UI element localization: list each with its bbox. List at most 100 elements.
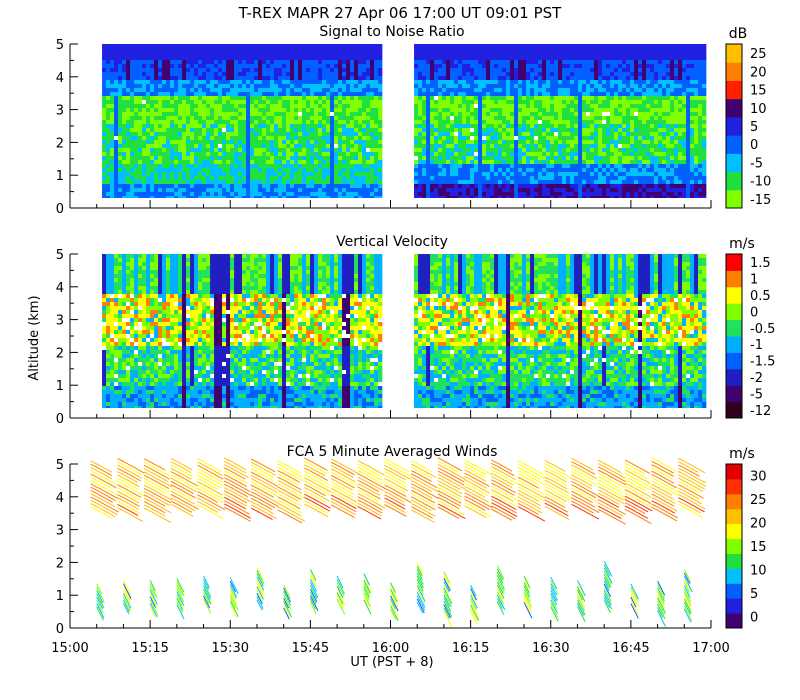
heatmap-cell	[226, 176, 231, 181]
heatmap-cell	[486, 76, 491, 81]
heatmap-cell	[614, 140, 619, 145]
heatmap-cell	[222, 124, 227, 129]
heatmap-cell	[502, 188, 507, 193]
heatmap-cell	[514, 48, 519, 53]
heatmap-cell	[570, 188, 575, 193]
heatmap-cell	[138, 120, 143, 125]
heatmap-cell	[230, 112, 235, 117]
heatmap-cell	[474, 188, 479, 193]
heatmap-cell	[530, 104, 535, 109]
heatmap-cell	[318, 100, 323, 105]
heatmap-cell	[602, 124, 607, 129]
heatmap-cell	[374, 84, 379, 89]
heatmap-cell	[622, 176, 627, 181]
heatmap-cell	[198, 164, 203, 169]
heatmap-cell	[478, 128, 483, 133]
heatmap-cell	[634, 156, 639, 161]
heatmap-cell	[110, 100, 115, 105]
heatmap-cell	[246, 56, 251, 61]
heatmap-cell	[270, 112, 275, 117]
heatmap-cell	[130, 140, 135, 145]
heatmap-cell	[166, 76, 171, 81]
heatmap-cell	[630, 120, 635, 125]
heatmap-cell	[142, 124, 147, 129]
heatmap-cell	[258, 196, 263, 198]
heatmap-cell	[638, 140, 643, 145]
heatmap-cell	[350, 44, 355, 49]
heatmap-cell	[346, 196, 351, 198]
heatmap-cell	[118, 108, 123, 113]
heatmap-cell	[586, 88, 591, 93]
heatmap-cell	[426, 164, 431, 169]
heatmap-cell	[486, 136, 491, 141]
heatmap-cell	[526, 136, 531, 141]
heatmap-cell	[486, 100, 491, 105]
heatmap-cell	[326, 164, 331, 169]
heatmap-cell	[614, 68, 619, 73]
heatmap-cell	[198, 184, 203, 189]
heatmap-cell	[242, 132, 247, 137]
heatmap-cell	[586, 52, 591, 57]
heatmap-cell	[230, 100, 235, 105]
heatmap-cell	[594, 148, 599, 153]
heatmap-cell	[330, 44, 335, 49]
heatmap-cell	[314, 140, 319, 145]
heatmap-cell	[134, 188, 139, 193]
heatmap-cell	[458, 172, 463, 177]
heatmap-cell	[186, 104, 191, 109]
heatmap-cell	[550, 192, 555, 197]
heatmap-cell	[354, 92, 359, 97]
heatmap-cell	[442, 168, 447, 173]
heatmap-cell	[178, 124, 183, 129]
heatmap-cell	[326, 124, 331, 129]
heatmap-cell	[454, 156, 459, 161]
heatmap-cell	[342, 168, 347, 173]
heatmap-cell	[426, 92, 431, 97]
heatmap-cell	[218, 144, 223, 149]
heatmap-cell	[354, 52, 359, 57]
heatmap-cell	[266, 172, 271, 177]
heatmap-cell	[234, 52, 239, 57]
heatmap-cell	[494, 136, 499, 141]
heatmap-cell	[586, 124, 591, 129]
heatmap-cell	[374, 188, 379, 193]
heatmap-cell	[154, 60, 159, 65]
heatmap-cell	[318, 108, 323, 113]
heatmap-cell	[190, 196, 195, 198]
heatmap-cell	[506, 64, 511, 69]
heatmap-cell	[362, 164, 367, 169]
heatmap-cell	[346, 108, 351, 113]
heatmap-cell	[446, 44, 451, 49]
heatmap-cell	[202, 148, 207, 153]
heatmap-cell	[126, 120, 131, 125]
heatmap-cell	[162, 144, 167, 149]
heatmap-cell	[462, 56, 467, 61]
heatmap-cell	[326, 48, 331, 53]
heatmap-cell	[450, 168, 455, 173]
heatmap-cell	[590, 172, 595, 177]
heatmap-cell	[558, 80, 563, 85]
heatmap-cell	[426, 172, 431, 177]
heatmap-cell	[110, 180, 115, 185]
heatmap-cell	[642, 48, 647, 53]
heatmap-cell	[182, 196, 187, 198]
heatmap-cell	[502, 92, 507, 97]
heatmap-cell	[238, 64, 243, 69]
heatmap-cell	[538, 136, 543, 141]
heatmap-cell	[246, 72, 251, 77]
heatmap-cell	[510, 120, 515, 125]
heatmap-cell	[570, 76, 575, 81]
heatmap-cell	[470, 96, 475, 101]
heatmap-cell	[258, 92, 263, 97]
heatmap-cell	[186, 100, 191, 105]
heatmap-cell	[526, 116, 531, 121]
heatmap-cell	[606, 96, 611, 101]
heatmap-cell	[302, 108, 307, 113]
heatmap-cell	[138, 168, 143, 173]
heatmap-cell	[354, 68, 359, 73]
heatmap-cell	[166, 136, 171, 141]
heatmap-cell	[474, 184, 479, 189]
heatmap-cell	[266, 100, 271, 105]
heatmap-cell	[194, 144, 199, 149]
heatmap-cell	[582, 80, 587, 85]
